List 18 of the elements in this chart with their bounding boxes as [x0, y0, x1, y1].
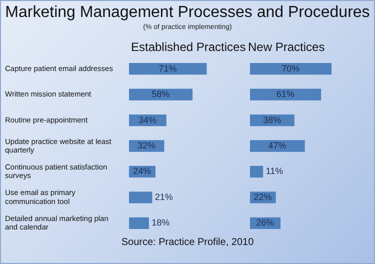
data-label: 34%: [138, 114, 157, 125]
series-label: Established Practices: [131, 40, 246, 54]
data-label: 61%: [276, 89, 294, 100]
source-note: Source: Practice Profile, 2010: [120, 237, 255, 249]
data-label: 32%: [137, 140, 156, 150]
data-label: 70%: [282, 63, 300, 74]
data-label: 38%: [263, 114, 282, 125]
data-label: 21%: [154, 192, 173, 202]
series-label: New Practices: [248, 40, 325, 54]
data-label: 24%: [133, 166, 152, 176]
data-label: 11%: [266, 166, 284, 176]
data-label: 58%: [152, 89, 170, 100]
data-label: 71%: [158, 63, 177, 74]
chart-title: Marketing Management Processes and Procedures: [4, 3, 371, 23]
data-label: 26%: [256, 218, 274, 228]
data-label: 22%: [254, 192, 272, 202]
data-label: 18%: [152, 218, 170, 228]
data-label: 47%: [268, 140, 286, 150]
